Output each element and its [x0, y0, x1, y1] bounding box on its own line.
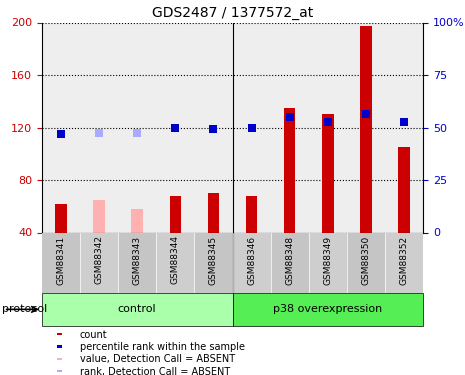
Text: GSM88343: GSM88343: [133, 236, 142, 285]
Bar: [309, 22, 347, 233]
Point: [324, 119, 332, 125]
Bar: [93, 200, 105, 232]
Bar: [271, 232, 309, 292]
Point: [210, 126, 217, 132]
Bar: [360, 26, 372, 233]
Point: [172, 124, 179, 130]
Text: p38 overexpression: p38 overexpression: [273, 304, 382, 314]
Text: GSM88344: GSM88344: [171, 236, 180, 285]
Text: GSM88341: GSM88341: [56, 236, 66, 285]
Bar: [80, 22, 118, 233]
Bar: [57, 333, 62, 336]
Text: rank, Detection Call = ABSENT: rank, Detection Call = ABSENT: [80, 367, 230, 375]
Bar: [156, 22, 194, 233]
Bar: [347, 232, 385, 292]
Bar: [42, 22, 80, 233]
Text: GSM88349: GSM88349: [323, 236, 332, 285]
FancyBboxPatch shape: [232, 292, 423, 326]
Point: [286, 114, 293, 120]
Point: [57, 131, 65, 137]
Bar: [246, 196, 257, 232]
Text: percentile rank within the sample: percentile rank within the sample: [80, 342, 245, 352]
Text: control: control: [118, 304, 157, 314]
Bar: [232, 232, 271, 292]
Bar: [347, 22, 385, 233]
Bar: [194, 22, 232, 233]
Bar: [385, 232, 423, 292]
Point: [400, 119, 408, 125]
Bar: [194, 232, 232, 292]
Text: protocol: protocol: [2, 304, 47, 314]
Text: count: count: [80, 330, 107, 340]
Bar: [42, 232, 80, 292]
Bar: [57, 358, 62, 360]
Point: [248, 124, 255, 130]
Bar: [57, 345, 62, 348]
Title: GDS2487 / 1377572_at: GDS2487 / 1377572_at: [152, 6, 313, 20]
Bar: [271, 22, 309, 233]
Bar: [118, 232, 156, 292]
Text: GSM88348: GSM88348: [285, 236, 294, 285]
Bar: [156, 232, 194, 292]
Point: [95, 130, 103, 136]
Bar: [399, 147, 410, 232]
Text: GSM88342: GSM88342: [94, 236, 104, 285]
Bar: [309, 232, 347, 292]
Text: GSM88350: GSM88350: [361, 236, 371, 285]
Bar: [57, 370, 62, 372]
Bar: [284, 108, 295, 232]
Point: [362, 111, 370, 117]
Bar: [170, 196, 181, 232]
Point: [133, 130, 141, 136]
Text: GSM88346: GSM88346: [247, 236, 256, 285]
Text: GSM88352: GSM88352: [399, 236, 409, 285]
Bar: [80, 232, 118, 292]
Bar: [232, 22, 271, 233]
Text: value, Detection Call = ABSENT: value, Detection Call = ABSENT: [80, 354, 235, 364]
Bar: [322, 114, 333, 232]
Bar: [132, 209, 143, 232]
FancyBboxPatch shape: [42, 292, 232, 326]
Text: GSM88345: GSM88345: [209, 236, 218, 285]
Bar: [385, 22, 423, 233]
Bar: [208, 193, 219, 232]
Bar: [55, 204, 66, 232]
Bar: [118, 22, 156, 233]
